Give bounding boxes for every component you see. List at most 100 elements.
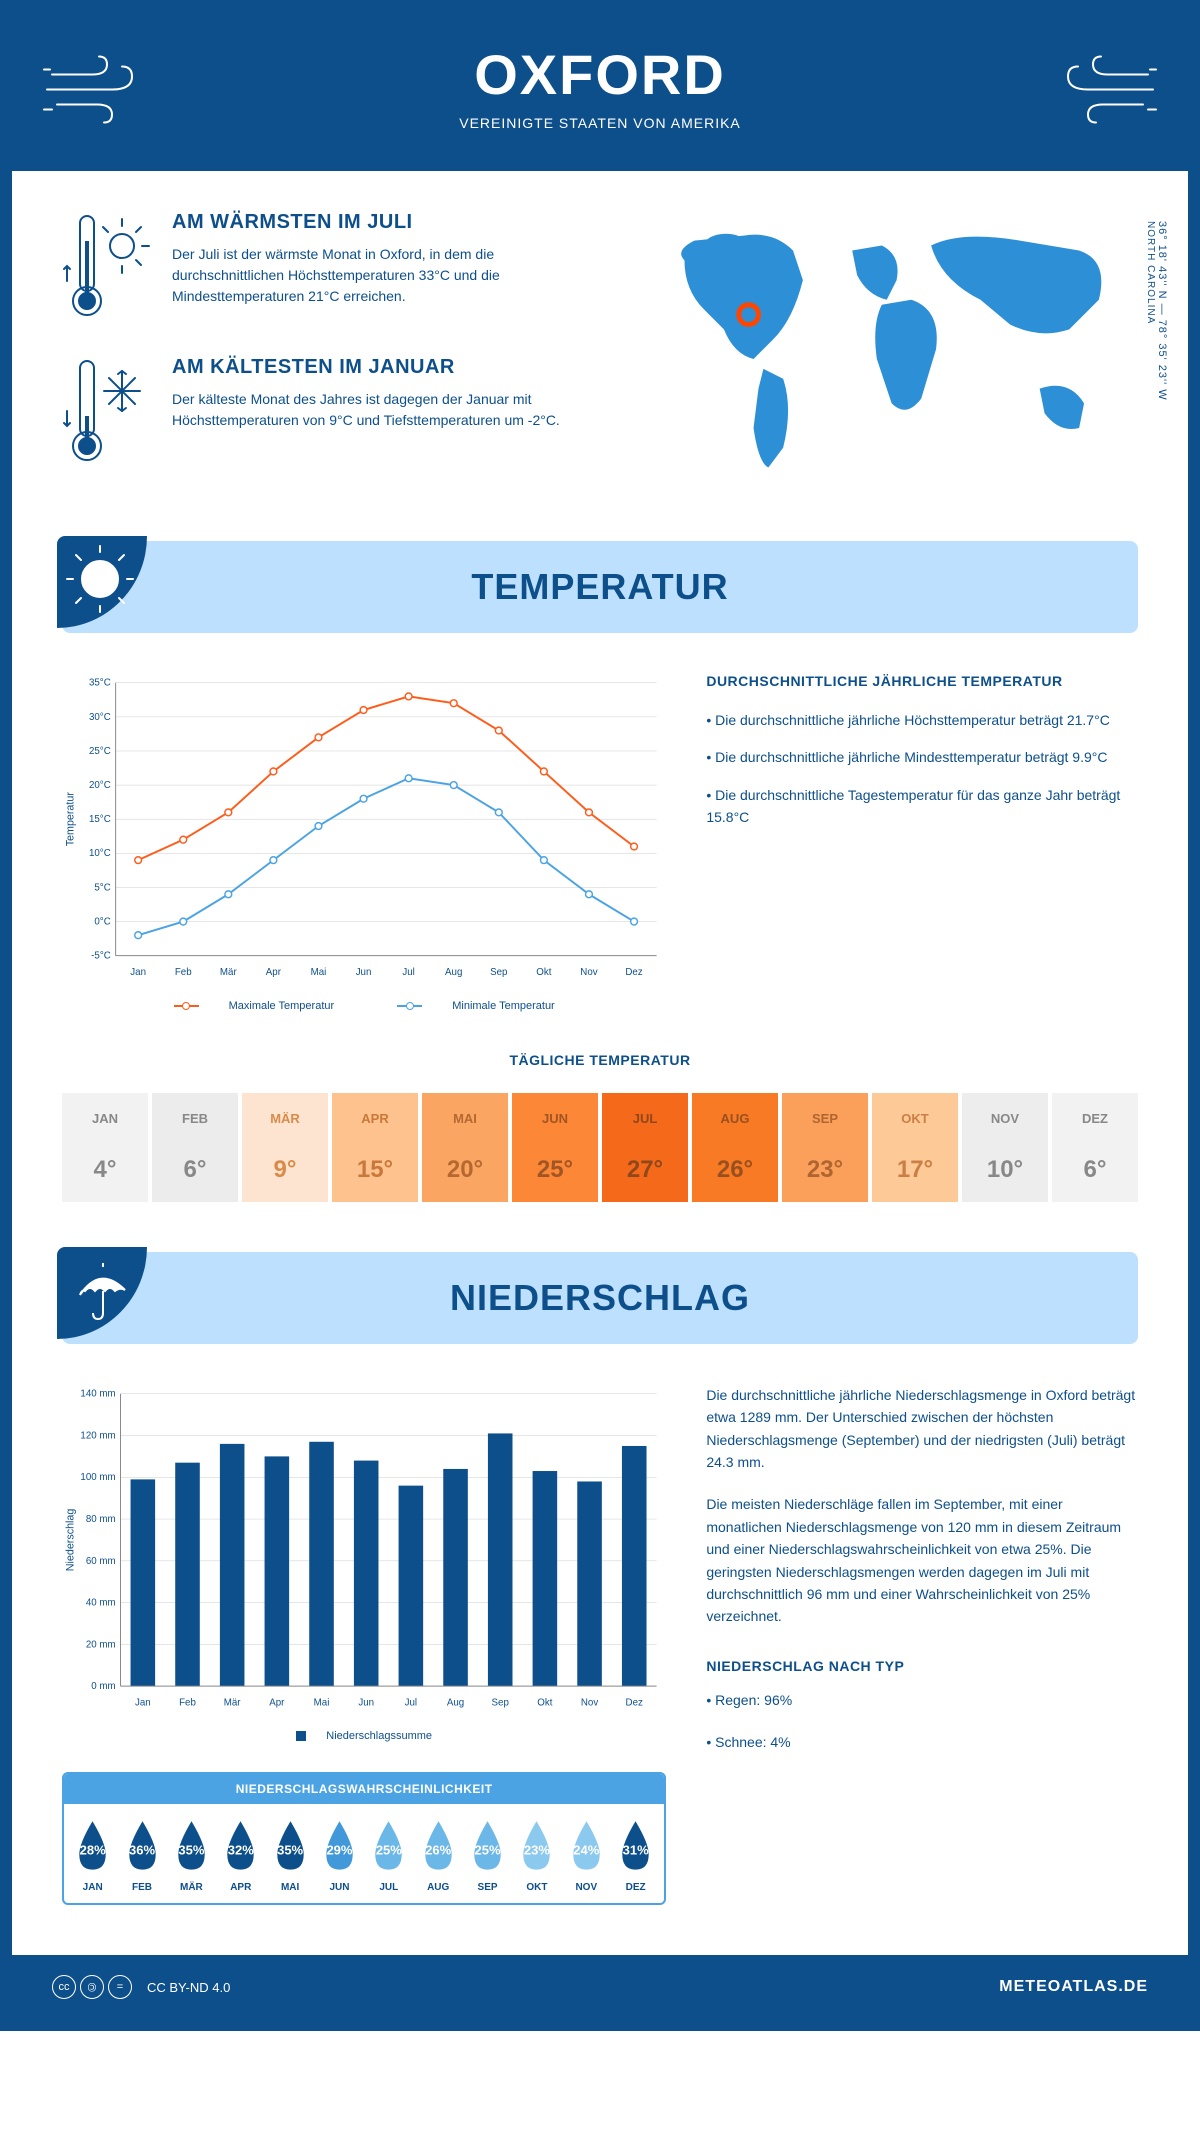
svg-text:Jul: Jul <box>405 1698 417 1709</box>
daily-cell: JUL27° <box>602 1093 688 1202</box>
svg-text:Jun: Jun <box>356 967 372 978</box>
svg-text:Apr: Apr <box>266 967 282 978</box>
daily-cell: APR15° <box>332 1093 418 1202</box>
svg-text:Jan: Jan <box>135 1698 151 1709</box>
svg-text:Jul: Jul <box>402 967 414 978</box>
wind-icon-right <box>1058 54 1158 129</box>
precip-type2: • Schnee: 4% <box>706 1731 1138 1753</box>
cc-icons: cc🄯= <box>52 1975 132 1999</box>
avg-temp-title: DURCHSCHNITTLICHE JÄHRLICHE TEMPERATUR <box>706 673 1138 689</box>
precip-type1: • Regen: 96% <box>706 1689 1138 1711</box>
prob-drop: 35% MÄR <box>168 1819 215 1893</box>
svg-text:100 mm: 100 mm <box>80 1472 115 1483</box>
precip-section-header: NIEDERSCHLAG <box>62 1252 1138 1344</box>
precip-p1: Die durchschnittliche jährliche Niedersc… <box>706 1384 1138 1474</box>
svg-text:Sep: Sep <box>492 1698 509 1709</box>
daily-temp-title: TÄGLICHE TEMPERATUR <box>62 1052 1138 1068</box>
svg-text:0 mm: 0 mm <box>91 1681 115 1692</box>
world-map: 36° 18' 43'' N — 78° 35' 23'' W NORTH CA… <box>645 211 1138 501</box>
svg-text:30°C: 30°C <box>89 712 111 723</box>
precip-type-title: NIEDERSCHLAG NACH TYP <box>706 1658 1138 1674</box>
svg-text:40 mm: 40 mm <box>86 1597 116 1608</box>
temperature-section-header: TEMPERATUR <box>62 541 1138 633</box>
coldest-title: AM KÄLTESTEN IM JANUAR <box>172 356 605 379</box>
svg-text:Okt: Okt <box>537 1698 552 1709</box>
footer: cc🄯= CC BY-ND 4.0 METEOATLAS.DE <box>12 1955 1188 2019</box>
avg-temp-p1: • Die durchschnittliche jährliche Höchst… <box>706 709 1138 731</box>
prob-drop: 25% JUL <box>365 1819 412 1893</box>
daily-temp-grid: JAN4° FEB6° MÄR9° APR15° MAI20° JUN25° J… <box>62 1093 1138 1202</box>
warmest-title: AM WÄRMSTEN IM JULI <box>172 211 605 234</box>
svg-text:Mai: Mai <box>314 1698 330 1709</box>
svg-text:Jan: Jan <box>130 967 146 978</box>
daily-cell: JAN4° <box>62 1093 148 1202</box>
svg-text:60 mm: 60 mm <box>86 1556 116 1567</box>
svg-text:Dez: Dez <box>626 1698 643 1709</box>
svg-text:140 mm: 140 mm <box>80 1389 115 1400</box>
temp-chart-legend: Maximale Temperatur Minimale Temperatur <box>62 1000 666 1012</box>
svg-text:80 mm: 80 mm <box>86 1514 116 1525</box>
page-container: OXFORD VEREINIGTE STAATEN VON AMERIKA AM… <box>0 0 1200 2031</box>
umbrella-icon <box>57 1247 147 1339</box>
prob-drop: 36% FEB <box>118 1819 165 1893</box>
prob-drop: 25% SEP <box>464 1819 511 1893</box>
svg-text:Niederschlag: Niederschlag <box>65 1509 77 1572</box>
avg-temp-p2: • Die durchschnittliche jährliche Mindes… <box>706 746 1138 768</box>
svg-text:25°C: 25°C <box>89 746 111 757</box>
svg-text:Feb: Feb <box>175 967 192 978</box>
thermometer-hot-icon <box>62 211 152 326</box>
svg-text:0°C: 0°C <box>94 916 110 927</box>
precipitation-bar-chart: 0 mm20 mm40 mm60 mm80 mm100 mm120 mm140 … <box>62 1384 666 1715</box>
svg-text:Mai: Mai <box>311 967 327 978</box>
svg-text:15°C: 15°C <box>89 814 111 825</box>
svg-text:Feb: Feb <box>179 1698 196 1709</box>
svg-text:Nov: Nov <box>581 1698 598 1709</box>
daily-cell: DEZ6° <box>1052 1093 1138 1202</box>
daily-cell: SEP23° <box>782 1093 868 1202</box>
svg-text:Nov: Nov <box>580 967 597 978</box>
svg-text:Sep: Sep <box>490 967 507 978</box>
svg-text:Jun: Jun <box>358 1698 374 1709</box>
warmest-text: Der Juli ist der wärmste Monat in Oxford… <box>172 244 605 307</box>
license-text: CC BY-ND 4.0 <box>147 1980 230 1995</box>
daily-cell: MAI20° <box>422 1093 508 1202</box>
precip-probability: NIEDERSCHLAGSWAHRSCHEINLICHKEIT 28% JAN … <box>62 1772 666 1905</box>
daily-cell: JUN25° <box>512 1093 598 1202</box>
daily-cell: AUG26° <box>692 1093 778 1202</box>
svg-text:-5°C: -5°C <box>91 951 111 962</box>
svg-text:10°C: 10°C <box>89 848 111 859</box>
site-name: METEOATLAS.DE <box>999 1978 1148 1996</box>
prob-drop: 29% JUN <box>316 1819 363 1893</box>
prob-drop: 35% MAI <box>266 1819 313 1893</box>
precip-p2: Die meisten Niederschläge fallen im Sept… <box>706 1493 1138 1627</box>
daily-cell: MÄR9° <box>242 1093 328 1202</box>
thermometer-cold-icon <box>62 356 152 471</box>
daily-cell: NOV10° <box>962 1093 1048 1202</box>
svg-text:Aug: Aug <box>445 967 462 978</box>
daily-cell: FEB6° <box>152 1093 238 1202</box>
prob-drop: 32% APR <box>217 1819 264 1893</box>
svg-text:Okt: Okt <box>536 967 551 978</box>
svg-text:20°C: 20°C <box>89 780 111 791</box>
avg-temp-p3: • Die durchschnittliche Tagestemperatur … <box>706 784 1138 829</box>
svg-text:Dez: Dez <box>625 967 642 978</box>
sun-icon <box>57 536 147 628</box>
svg-text:Aug: Aug <box>447 1698 464 1709</box>
prob-drop: 31% DEZ <box>612 1819 659 1893</box>
prob-drop: 24% NOV <box>563 1819 610 1893</box>
prob-drop: 28% JAN <box>69 1819 116 1893</box>
coordinates: 36° 18' 43'' N — 78° 35' 23'' W NORTH CA… <box>1144 221 1168 401</box>
svg-text:35°C: 35°C <box>89 678 111 689</box>
precip-chart-legend: Niederschlagssumme <box>62 1730 666 1742</box>
svg-text:20 mm: 20 mm <box>86 1639 116 1650</box>
prob-drop: 26% AUG <box>415 1819 462 1893</box>
wind-icon-left <box>42 54 142 129</box>
svg-text:5°C: 5°C <box>94 882 110 893</box>
temperature-line-chart: -5°C 0°C 5°C 10°C 15°C 20°C 25°C 30°C 35°C Jan Feb… <box>62 673 666 985</box>
daily-cell: OKT17° <box>872 1093 958 1202</box>
country-subtitle: VEREINIGTE STAATEN VON AMERIKA <box>32 115 1168 131</box>
prob-drop: 23% OKT <box>513 1819 560 1893</box>
city-title: OXFORD <box>32 42 1168 107</box>
svg-text:Mär: Mär <box>224 1698 242 1709</box>
header: OXFORD VEREINIGTE STAATEN VON AMERIKA <box>12 12 1188 171</box>
